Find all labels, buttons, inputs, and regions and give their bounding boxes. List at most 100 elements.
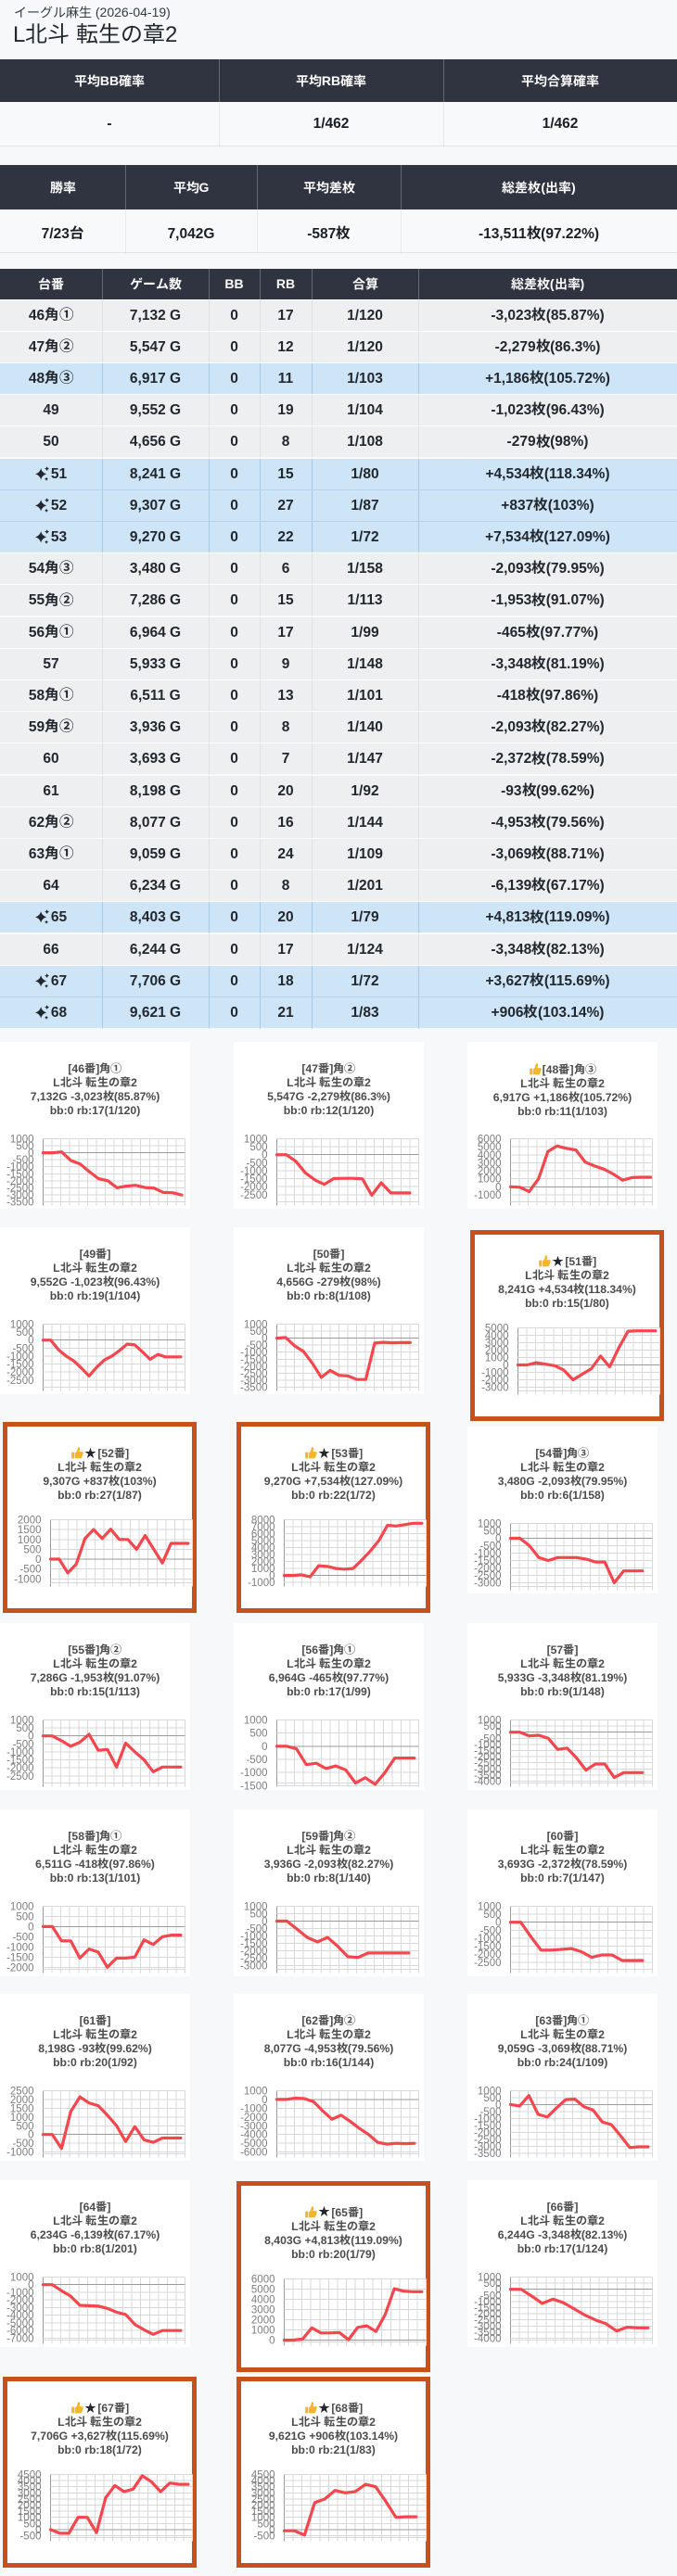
svg-text:500: 500 — [23, 2519, 41, 2530]
svg-text:0: 0 — [28, 2130, 33, 2141]
svg-text:3500: 3500 — [251, 2482, 275, 2494]
svg-text:-1000: -1000 — [248, 1578, 275, 1589]
svg-text:-3000: -3000 — [474, 1579, 501, 1590]
svg-text:2000: 2000 — [18, 1516, 42, 1527]
svg-text:-1500: -1500 — [240, 1174, 267, 1186]
svg-text:1500: 1500 — [10, 2103, 34, 2114]
svg-text:-7000: -7000 — [6, 2333, 33, 2344]
svg-text:-1500: -1500 — [474, 1942, 501, 1953]
svg-text:-2500: -2500 — [474, 1571, 501, 1582]
svg-text:-2000: -2000 — [6, 1962, 33, 1973]
svg-text:1000: 1000 — [10, 2273, 34, 2284]
svg-text:-2000: -2000 — [481, 1376, 508, 1387]
svg-text:-5000: -5000 — [6, 2318, 33, 2329]
svg-text:500: 500 — [249, 1910, 267, 1921]
svg-text:-500: -500 — [246, 1158, 267, 1169]
svg-text:-4000: -4000 — [240, 2130, 267, 2141]
svg-text:-2000: -2000 — [240, 1362, 267, 1373]
svg-text:-1500: -1500 — [6, 1952, 33, 1963]
svg-text:1000: 1000 — [478, 1716, 502, 1727]
svg-text:0: 0 — [262, 2095, 267, 2106]
svg-text:-3000: -3000 — [240, 1961, 267, 1973]
svg-text:-2000: -2000 — [240, 1947, 267, 1958]
svg-text:-1500: -1500 — [240, 1939, 267, 1950]
svg-text:-500: -500 — [246, 1340, 267, 1351]
svg-text:-3500: -3500 — [474, 1770, 501, 1782]
svg-text:-1000: -1000 — [14, 1574, 41, 1585]
svg-text:-1000: -1000 — [481, 1368, 508, 1379]
svg-text:-500: -500 — [479, 1733, 501, 1745]
svg-text:-1000: -1000 — [474, 1190, 501, 1201]
svg-text:-1000: -1000 — [240, 1932, 267, 1943]
svg-text:-2000: -2000 — [474, 2127, 501, 2138]
svg-text:1000: 1000 — [10, 1135, 34, 1146]
svg-text:0: 0 — [28, 1732, 33, 1743]
svg-text:-1500: -1500 — [6, 1756, 33, 1767]
svg-text:3500: 3500 — [18, 2482, 42, 2494]
svg-text:-2500: -2500 — [474, 2316, 501, 2327]
svg-text:2000: 2000 — [10, 2095, 34, 2106]
svg-text:1000: 1000 — [10, 1320, 34, 1331]
svg-text:3000: 3000 — [485, 1339, 509, 1350]
svg-text:0: 0 — [28, 1922, 33, 1933]
svg-text:0: 0 — [503, 1361, 508, 1372]
svg-text:4000: 4000 — [251, 2476, 275, 2487]
svg-text:-500: -500 — [12, 1739, 33, 1750]
svg-text:-3000: -3000 — [240, 2121, 267, 2132]
svg-text:500: 500 — [249, 1326, 267, 1338]
svg-text:0: 0 — [35, 1554, 41, 1566]
svg-text:-2000: -2000 — [6, 1176, 33, 1187]
svg-text:0: 0 — [28, 2280, 33, 2291]
svg-text:1000: 1000 — [10, 1902, 34, 1913]
svg-text:8000: 8000 — [251, 1516, 275, 1527]
svg-text:0: 0 — [495, 1182, 501, 1193]
svg-text:0: 0 — [262, 1334, 267, 1345]
svg-text:-2000: -2000 — [240, 1182, 267, 1193]
svg-text:3000: 3000 — [251, 2488, 275, 2499]
svg-text:-3000: -3000 — [6, 1190, 33, 1201]
svg-text:-1000: -1000 — [240, 2103, 267, 2114]
svg-text:0: 0 — [495, 1728, 501, 1739]
svg-text:-1500: -1500 — [474, 2303, 501, 2315]
svg-text:1000: 1000 — [18, 2513, 42, 2524]
svg-text:1000: 1000 — [10, 2113, 34, 2124]
svg-text:0: 0 — [28, 1148, 33, 1160]
svg-text:1000: 1000 — [478, 1519, 502, 1530]
svg-text:2000: 2000 — [251, 2501, 275, 2512]
svg-text:-2500: -2500 — [6, 1771, 33, 1783]
svg-text:-2000: -2000 — [474, 2309, 501, 2320]
svg-text:1000: 1000 — [10, 1716, 34, 1727]
svg-text:2500: 2500 — [18, 2494, 42, 2506]
svg-text:1000: 1000 — [478, 1902, 502, 1913]
svg-text:500: 500 — [16, 1911, 33, 1922]
svg-text:-1000: -1000 — [6, 2288, 33, 2299]
svg-text:-3500: -3500 — [240, 1383, 267, 1394]
svg-text:0: 0 — [269, 2335, 275, 2346]
svg-text:1500: 1500 — [251, 2506, 275, 2518]
svg-text:0: 0 — [262, 1742, 267, 1753]
svg-text:-1000: -1000 — [240, 1348, 267, 1359]
svg-text:2000: 2000 — [18, 2501, 42, 2512]
svg-text:-1000: -1000 — [474, 1549, 501, 1560]
svg-text:500: 500 — [249, 1142, 267, 1153]
svg-text:-3500: -3500 — [6, 1198, 33, 1209]
svg-text:-1000: -1000 — [6, 1162, 33, 1174]
svg-text:2000: 2000 — [251, 1557, 275, 1568]
svg-text:-2500: -2500 — [474, 1958, 501, 1969]
svg-text:500: 500 — [16, 1141, 33, 1152]
svg-text:0: 0 — [495, 1918, 501, 1929]
svg-text:7000: 7000 — [251, 1522, 275, 1533]
svg-text:500: 500 — [23, 1544, 41, 1555]
svg-text:0: 0 — [495, 2285, 501, 2296]
svg-text:-1500: -1500 — [474, 1746, 501, 1758]
svg-text:2000: 2000 — [478, 1166, 502, 1177]
svg-text:1000: 1000 — [244, 1135, 268, 1146]
svg-text:-1000: -1000 — [474, 2113, 501, 2125]
svg-text:5000: 5000 — [485, 1324, 509, 1335]
svg-text:1000: 1000 — [244, 1902, 268, 1913]
svg-text:-2000: -2000 — [6, 2295, 33, 2306]
svg-text:1000: 1000 — [251, 1564, 275, 1575]
svg-text:-1000: -1000 — [6, 1942, 33, 1953]
svg-text:-2500: -2500 — [6, 1183, 33, 1194]
svg-text:-2000: -2000 — [474, 1564, 501, 1575]
